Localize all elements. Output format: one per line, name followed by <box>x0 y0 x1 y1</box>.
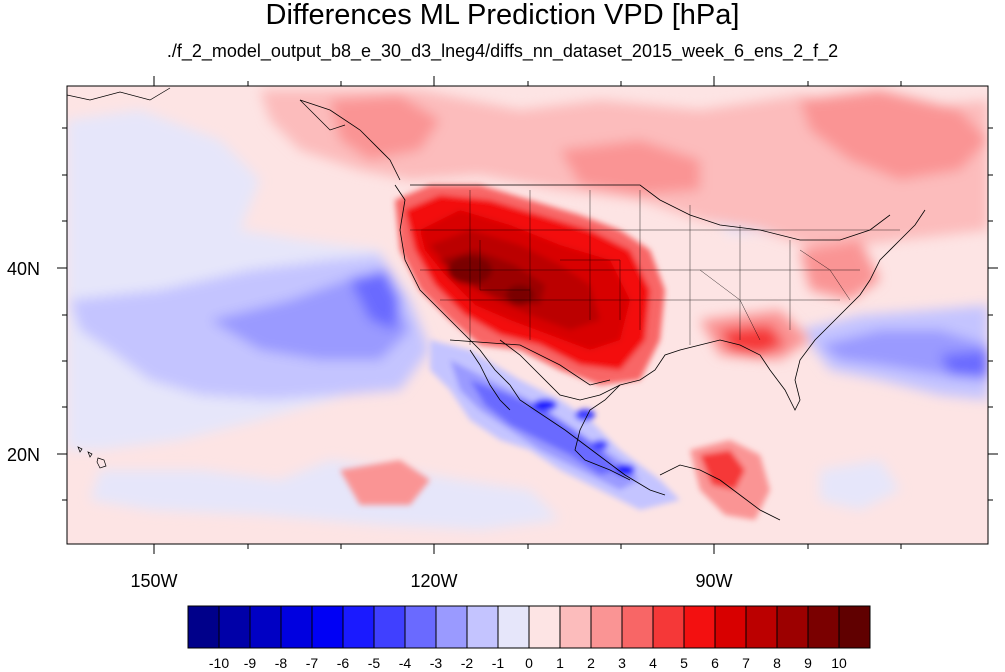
colorbar-tick-label: 3 <box>618 655 626 671</box>
lon-label-90w: 90W <box>695 571 733 591</box>
lon-label-150w: 150W <box>130 571 178 591</box>
colorbar-swatch <box>807 605 840 649</box>
colorbar-swatch <box>559 605 592 649</box>
colorbar-tick-label: 10 <box>831 655 847 671</box>
colorbar-tick-label: -3 <box>429 655 443 671</box>
negative-anomaly-pacific <box>67 110 560 530</box>
colorbar-tick-label: -4 <box>398 655 412 671</box>
colorbar-tick-label: -6 <box>336 655 350 671</box>
colorbar-tick-label: 7 <box>742 655 750 671</box>
colorbar-tick-label: -10 <box>208 655 230 671</box>
colorbar-tick-label: 2 <box>587 655 595 671</box>
colorbar-tick-label: 8 <box>773 655 781 671</box>
colorbar-tick-label: -5 <box>367 655 381 671</box>
positive-anomaly-central-america <box>340 440 770 520</box>
colorbar-tick-label: -8 <box>274 655 288 671</box>
map-title: Differences ML Prediction VPD [hPa] <box>265 0 740 31</box>
lat-label-40n: 40N <box>6 259 40 279</box>
colorbar-swatch <box>311 605 344 649</box>
colorbar-swatch <box>280 605 313 649</box>
colorbar-swatch <box>342 605 375 649</box>
colorbar-tick-label: 0 <box>525 655 533 671</box>
lat-label-20n: 20N <box>6 445 40 465</box>
colorbar-swatch <box>776 605 809 649</box>
hawaii-islands <box>77 446 107 469</box>
colorbar-swatch <box>838 605 871 649</box>
colorbar <box>187 605 871 649</box>
colorbar-swatch <box>435 605 468 649</box>
colorbar-swatch <box>683 605 716 649</box>
colorbar-swatch <box>466 605 499 649</box>
lon-label-120w: 120W <box>410 571 458 591</box>
colorbar-swatch <box>249 605 282 649</box>
map-field <box>67 86 988 544</box>
colorbar-swatch <box>652 605 685 649</box>
negative-anomaly-mexico <box>430 340 680 510</box>
colorbar-tick-label: -1 <box>491 655 505 671</box>
colorbar-swatch <box>497 605 530 649</box>
colorbar-swatch <box>218 605 251 649</box>
colorbar-swatch <box>714 605 747 649</box>
colorbar-swatch <box>745 605 778 649</box>
lon-ticks <box>153 76 902 554</box>
state-borders <box>410 190 900 345</box>
colorbar-swatch <box>528 605 561 649</box>
colorbar-swatch <box>590 605 623 649</box>
map-subtitle: ./f_2_model_output_b8_e_30_d3_lneg4/diff… <box>166 41 839 61</box>
colorbar-tick-label: 5 <box>680 655 688 671</box>
colorbar-tick-label: 9 <box>804 655 812 671</box>
coastlines <box>299 99 926 521</box>
colorbar-tick-label: 6 <box>711 655 719 671</box>
lat-ticks <box>57 127 998 501</box>
alaska-coast <box>67 87 346 131</box>
colorbar-swatch <box>621 605 654 649</box>
colorbar-tick-label: 4 <box>649 655 657 671</box>
colorbar-tick-label: 1 <box>556 655 564 671</box>
colorbar-swatch <box>373 605 406 649</box>
colorbar-tick-label: -9 <box>243 655 257 671</box>
colorbar-tick-label: -7 <box>305 655 319 671</box>
colorbar-tick-label: -2 <box>460 655 474 671</box>
colorbar-swatch <box>404 605 437 649</box>
colorbar-swatch <box>187 605 220 649</box>
